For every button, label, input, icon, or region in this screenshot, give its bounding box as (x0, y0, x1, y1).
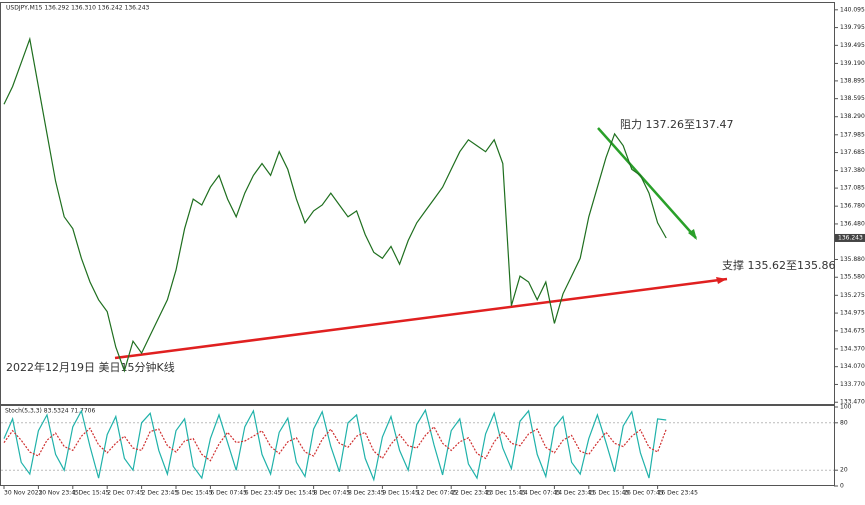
y-tick-label: 80 (840, 419, 848, 426)
x-tick-label: 2 Dec 07:45 (107, 490, 144, 497)
last-price-box (835, 233, 865, 242)
support-arrow (716, 277, 727, 284)
x-tick-label: 5 Dec 15:45 (176, 490, 213, 497)
stoch-header: Stoch(5,3,3) 83.5324 71.7706 (5, 408, 96, 415)
x-tick-label: 16 Dec 23:45 (658, 490, 699, 497)
x-tick-label: 16 Dec 07:45 (623, 490, 664, 497)
series-line (3, 408, 667, 482)
y-tick-label: 139.495 (840, 42, 865, 49)
y-tick-label: 137.985 (840, 131, 865, 138)
x-tick-label: 12 Dec 23:45 (451, 490, 492, 497)
x-tick-label: 9 Dec 15:45 (382, 490, 419, 497)
y-tick-label: 138.895 (840, 77, 865, 84)
y-tick-label: 139.795 (840, 24, 865, 31)
y-tick-label: 134.675 (840, 327, 865, 334)
series-line (3, 425, 667, 462)
chart-caption: 2022年12月19日 美日15分钟K线 (6, 360, 175, 374)
x-tick-label: 14 Dec 07:45 (520, 490, 561, 497)
resistance-label: 阻力 137.26至137.47 (620, 118, 733, 131)
x-tick-label: 6 Dec 07:45 (210, 490, 247, 497)
y-tick-label: 100 (840, 404, 852, 411)
x-tick-label: 6 Dec 23:45 (245, 490, 282, 497)
x-tick-label: 13 Dec 15:45 (486, 490, 527, 497)
x-tick-label: 14 Dec 23:45 (554, 490, 595, 497)
y-tick-label: 20 (840, 467, 848, 474)
y-tick-label: 134.370 (840, 345, 865, 352)
y-tick-label: 140.095 (840, 6, 865, 13)
x-tick-label: 30 Nov 2022 (4, 490, 43, 497)
y-tick-label: 136.780 (840, 203, 865, 210)
x-tick-label: 1 Dec 15:45 (73, 490, 110, 497)
support-label: 支撑 135.62至135.86 (722, 258, 835, 272)
x-tick-label: 8 Dec 07:45 (314, 490, 351, 497)
y-tick-label: 133.470 (840, 399, 865, 406)
y-tick-label: 135.580 (840, 274, 865, 281)
stoch-panel (0, 405, 835, 486)
y-tick-label: 137.685 (840, 149, 865, 156)
series-line (3, 36, 667, 373)
resistance-line (597, 127, 697, 239)
y-tick-label: 136.480 (840, 220, 865, 227)
y-tick-label: 0 (840, 483, 844, 490)
resistance-arrow (688, 229, 697, 240)
x-tick-label: 15 Dec 15:45 (589, 490, 630, 497)
last-price-label: 136.243 (838, 234, 863, 241)
y-tick-label: 134.070 (840, 363, 865, 370)
y-tick-label: 133.770 (840, 381, 865, 388)
y-tick-label: 138.595 (840, 95, 865, 102)
y-tick-label: 139.190 (840, 60, 865, 67)
y-tick-label: 137.085 (840, 185, 865, 192)
x-tick-label: 2 Dec 23:45 (142, 490, 179, 497)
x-tick-label: 8 Dec 23:45 (348, 490, 385, 497)
x-tick-label: 30 Nov 23:45 (38, 490, 79, 497)
y-tick-label: 135.275 (840, 292, 865, 299)
y-tick-label: 138.290 (840, 113, 865, 120)
y-tick-label: 137.380 (840, 167, 865, 174)
y-tick-label: 134.975 (840, 310, 865, 317)
support-line (114, 277, 728, 360)
main-panel (0, 2, 835, 405)
x-tick-label: 12 Dec 07:45 (417, 490, 458, 497)
x-tick-label: 7 Dec 15:45 (279, 490, 316, 497)
y-tick-label: 135.880 (840, 256, 865, 263)
chart-header: USDJPY,M15 136.292 136.310 136.242 136.2… (6, 5, 150, 12)
